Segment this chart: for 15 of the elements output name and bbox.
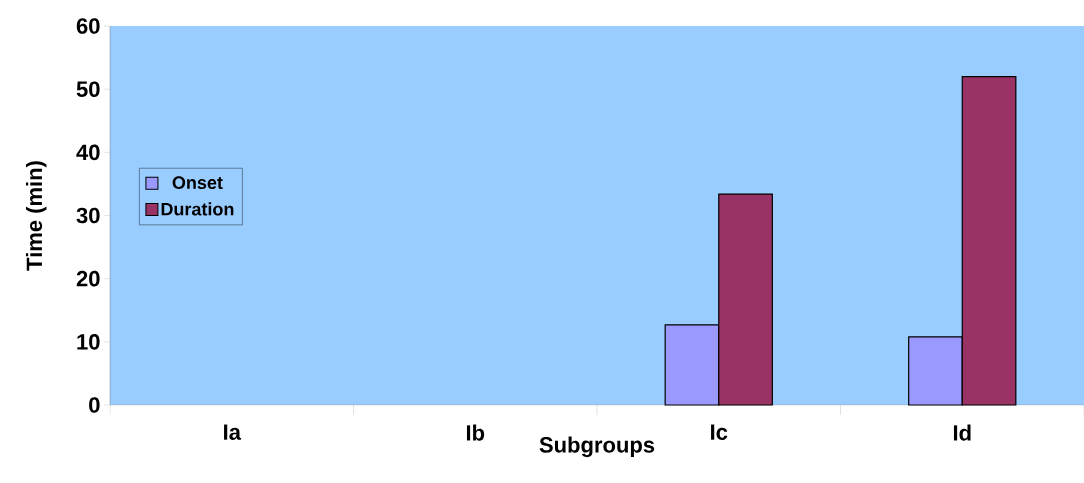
x-tick-label: Id	[953, 424, 971, 441]
y-tick-label: 60	[76, 18, 100, 34]
y-tick-label: 20	[76, 270, 100, 287]
x-tick-label: Ic	[711, 424, 728, 440]
y-tick-label: 50	[76, 81, 100, 97]
x-axis-title: Subgroups	[539, 436, 655, 458]
legend-label: Duration	[161, 202, 234, 216]
x-tick-label: Ib	[466, 424, 485, 441]
y-axis-title: Time (min)	[25, 161, 47, 271]
legend-label: Onset	[172, 176, 223, 189]
y-tick-label: 10	[77, 334, 100, 350]
y-tick-label: 40	[76, 144, 100, 161]
y-tick-label: 0	[89, 397, 100, 413]
y-tick-label: 30	[76, 207, 100, 224]
x-tick-label: Ia	[224, 424, 242, 440]
